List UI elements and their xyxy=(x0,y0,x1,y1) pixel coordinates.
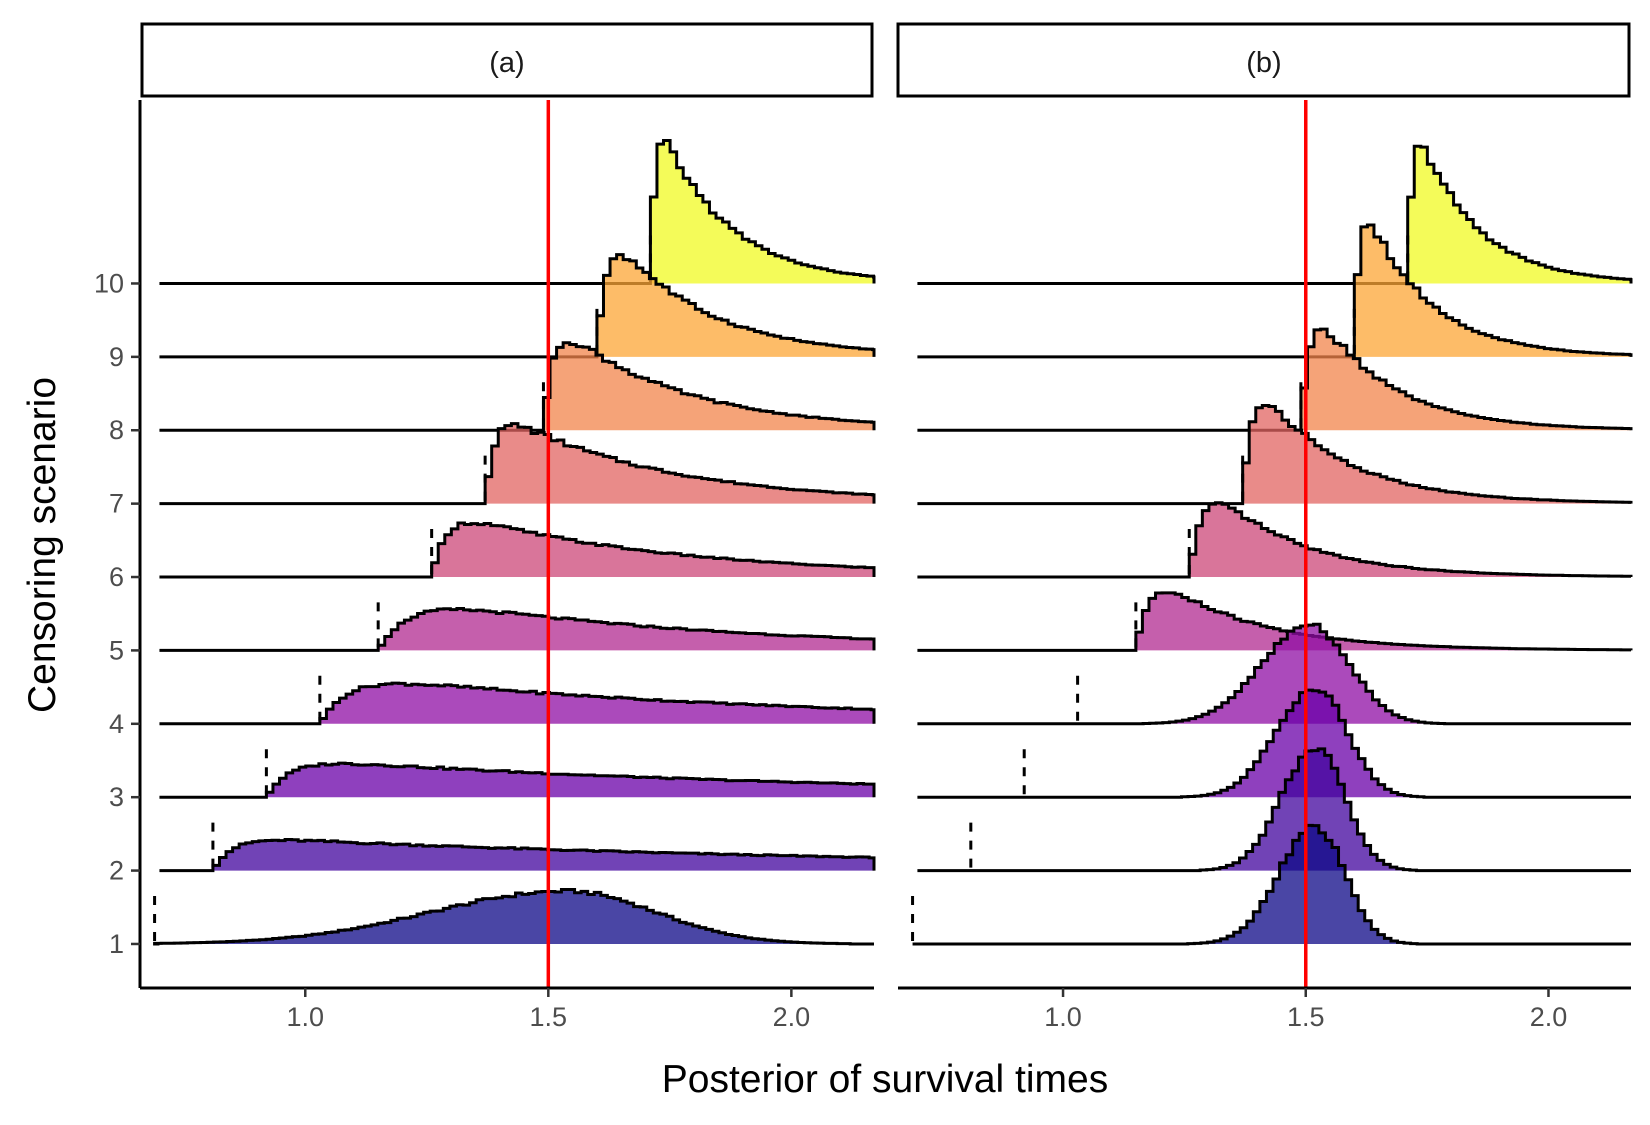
ridge-fill-9 xyxy=(596,254,874,357)
ridge-outline-4 xyxy=(917,622,1631,726)
x-axis-title: Posterior of survival times xyxy=(662,1058,1108,1101)
ridge-fill-6 xyxy=(431,522,874,578)
ridge-scenario-9 xyxy=(159,253,876,359)
ridge-scenario-5 xyxy=(159,597,876,652)
ridge-outline-3 xyxy=(159,761,876,799)
y-tick-label: 1 xyxy=(109,929,124,959)
x-tick-label: 1.5 xyxy=(530,1002,568,1032)
ridge-outline-1 xyxy=(912,823,1631,946)
ridge-fill-2 xyxy=(212,839,874,871)
y-tick-label: 9 xyxy=(109,342,124,372)
ridge-outline-7 xyxy=(159,422,876,506)
ridge-fill-1 xyxy=(912,825,1631,944)
x-tick-label: 1.0 xyxy=(286,1002,324,1032)
ridge-scenario-10 xyxy=(159,139,876,285)
ridge-fill-9 xyxy=(1354,224,1631,357)
ridge-scenario-7 xyxy=(159,422,876,506)
ridge-outline-10 xyxy=(917,144,1633,285)
ridge-scenario-6 xyxy=(159,521,876,579)
ridge-outline-6 xyxy=(917,501,1633,579)
ridge-outline-5 xyxy=(159,607,876,652)
ridge-fill-10 xyxy=(650,140,874,284)
strip-a-label: (a) xyxy=(489,47,524,79)
ridge-scenario-10 xyxy=(917,144,1633,285)
ridge-scenario-4 xyxy=(159,670,876,726)
ridge-scenario-8 xyxy=(159,341,876,432)
y-tick-label: 7 xyxy=(109,489,124,519)
ridge-fill-4 xyxy=(319,683,874,724)
ridge-outline-5 xyxy=(917,591,1633,652)
ridge-scenario-1 xyxy=(911,823,1631,946)
x-tick-label: 1.0 xyxy=(1044,1002,1082,1032)
y-tick-label: 10 xyxy=(94,268,124,298)
y-tick-label: 4 xyxy=(109,709,124,739)
ridge-outline-9 xyxy=(917,223,1633,359)
ridge-fill-3 xyxy=(266,763,874,798)
ridge-scenario-4 xyxy=(917,622,1631,726)
ridge-fill-1 xyxy=(154,889,875,944)
x-tick-label: 2.0 xyxy=(1530,1002,1568,1032)
ridge-fill-5 xyxy=(378,608,874,651)
ridge-outline-9 xyxy=(159,253,876,359)
ridge-fill-4 xyxy=(1077,624,1631,724)
ridge-scenario-2 xyxy=(159,817,876,873)
ridge-scenario-5 xyxy=(917,591,1633,652)
panel-b: (b) xyxy=(896,22,1633,988)
ridge-fill-7 xyxy=(1242,405,1631,504)
ridge-scenario-7 xyxy=(917,403,1633,506)
ridge-scenario-1 xyxy=(153,887,875,946)
ridge-outline-7 xyxy=(917,403,1633,506)
panel-b-plot xyxy=(911,100,1633,988)
ridge-outline-8 xyxy=(159,341,876,432)
ridge-fill-10 xyxy=(1407,146,1631,284)
ridge-scenario-9 xyxy=(917,223,1633,359)
strip-a-box xyxy=(140,22,874,98)
y-tick-label: 6 xyxy=(109,562,124,592)
ridge-fill-5 xyxy=(1135,592,1631,651)
y-tick-label: 5 xyxy=(109,635,124,665)
y-axis: 1 2 3 4 5 6 7 8 9 10 xyxy=(94,100,142,988)
x-tick-label: 1.5 xyxy=(1287,1002,1325,1032)
panel-a-plot xyxy=(153,100,876,988)
strip-b-label: (b) xyxy=(1246,47,1281,79)
ridge-outline-4 xyxy=(159,681,876,726)
x-axis-b: 1.0 1.5 2.0 xyxy=(898,986,1631,1032)
x-tick-label: 2.0 xyxy=(773,1002,811,1032)
ridge-outline-6 xyxy=(159,521,876,579)
ridge-fill-6 xyxy=(1189,502,1631,578)
ridge-fill-8 xyxy=(543,342,874,431)
ridge-outline-8 xyxy=(917,327,1633,432)
ridge-outline-1 xyxy=(153,887,874,946)
ridge-fill-3 xyxy=(1024,690,1631,798)
ridge-scenario-3 xyxy=(917,688,1631,799)
ridge-scenario-8 xyxy=(917,327,1633,432)
ridge-outline-2 xyxy=(159,837,876,873)
panel-a: (a) xyxy=(140,22,876,988)
ridge-scenario-3 xyxy=(159,744,876,799)
y-axis-title: Censoring scenario xyxy=(21,377,64,713)
y-tick-label: 3 xyxy=(109,782,124,812)
ridge-fill-8 xyxy=(1300,329,1631,431)
ridge-fill-7 xyxy=(485,423,874,504)
y-tick-label: 2 xyxy=(109,856,124,886)
ridge-outline-3 xyxy=(917,688,1631,799)
y-tick-label: 8 xyxy=(109,415,124,445)
ridge-outline-10 xyxy=(159,139,876,285)
x-axis-a: 1.0 1.5 2.0 xyxy=(140,986,874,1032)
ridge-fill-2 xyxy=(970,748,1631,871)
ridge-scenario-6 xyxy=(917,501,1633,579)
strip-b-box xyxy=(896,22,1631,98)
